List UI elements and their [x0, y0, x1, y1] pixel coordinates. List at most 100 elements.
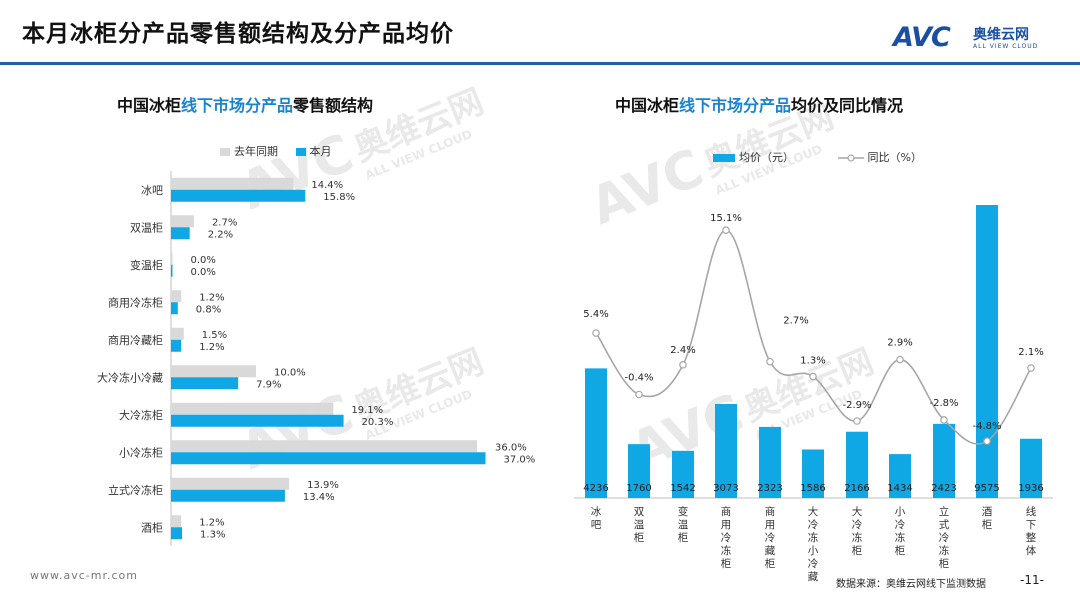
left-bar-last-year — [171, 327, 184, 340]
left-data-label-this-month: 37.0% — [504, 454, 536, 465]
right-bar-avg-price — [846, 431, 868, 498]
right-yoy-point — [679, 361, 687, 369]
right-category-label: 冷 — [721, 531, 732, 544]
left-data-label-this-month: 1.3% — [200, 529, 225, 540]
left-category-label: 酒柜 — [141, 521, 163, 534]
brand-name: 奥维云网 — [973, 27, 1029, 43]
right-category-label: 冻 — [808, 531, 819, 544]
left-category-label: 大冷冻柜 — [119, 408, 163, 422]
right-category-label: 柜 — [721, 557, 732, 570]
right-category-label: 商 — [721, 505, 732, 518]
right-category-label: 用 — [721, 519, 732, 531]
right-yoy-label: -2.8% — [929, 398, 958, 409]
right-category-label: 冷 — [765, 531, 776, 544]
left-bar-last-year — [171, 402, 334, 415]
left-data-label-this-month: 13.4% — [303, 492, 335, 503]
right-category-label: 式 — [939, 518, 950, 531]
left-bar-this-month — [171, 377, 239, 390]
right-bar-avg-price — [976, 205, 998, 498]
left-data-label-last-year: 13.9% — [307, 480, 339, 491]
right-bar-value-label: 1586 — [800, 483, 825, 494]
brand-logo: AVC 奥维云网 ALL VIEW CLOUD — [893, 22, 1053, 56]
right-category-label: 冻 — [852, 531, 863, 544]
right-bar-avg-price — [759, 426, 781, 498]
left-data-label-this-month: 0.8% — [196, 304, 221, 315]
right-category-label: 整 — [1026, 531, 1037, 544]
right-bar-avg-price — [628, 444, 650, 498]
left-bar-last-year — [171, 215, 194, 228]
right-category-label: 冷 — [895, 518, 906, 531]
left-category-label: 商用冷冻柜 — [108, 295, 163, 309]
right-category-label: 柜 — [678, 531, 689, 544]
right-yoy-label: 2.7% — [783, 316, 808, 327]
right-category-label: 商 — [765, 505, 776, 518]
right-category-label: 柜 — [895, 544, 906, 557]
right-category-label: 酒 — [982, 505, 993, 518]
right-yoy-point — [896, 355, 904, 364]
right-yoy-label: 2.4% — [670, 345, 695, 356]
right-bar-value-label: 9575 — [974, 483, 999, 494]
left-legend: 去年同期 本月 — [220, 143, 332, 159]
right-category-label: 冻 — [895, 531, 906, 544]
left-data-label-this-month: 2.2% — [208, 229, 233, 240]
left-category-label: 立式冷冻柜 — [108, 483, 163, 497]
left-data-label-last-year: 19.1% — [351, 405, 383, 416]
right-yoy-point — [940, 416, 948, 424]
right-yoy-point — [635, 390, 643, 399]
left-bar-last-year — [171, 440, 477, 453]
right-bar-avg-price — [802, 449, 824, 498]
right-bar-avg-price — [1020, 438, 1042, 498]
right-bar-value-label: 2323 — [757, 483, 782, 494]
brand-subtitle: ALL VIEW CLOUD — [973, 43, 1039, 50]
right-category-label: 下 — [1026, 519, 1037, 531]
left-bar-this-month — [171, 302, 178, 315]
right-category-label: 柜 — [765, 557, 776, 570]
right-bar-value-label: 1936 — [1018, 483, 1043, 494]
right-bar-avg-price — [933, 423, 955, 498]
right-bar-value-label: 2166 — [844, 483, 869, 494]
left-category-label: 大冷冻小冷藏 — [97, 370, 163, 384]
right-category-label: 冷 — [808, 557, 819, 570]
right-category-label: 小 — [895, 506, 906, 518]
right-yoy-point — [983, 437, 991, 445]
left-data-label-last-year: 36.0% — [495, 442, 527, 453]
right-chart-title: 中国冰柜线下市场分产品均价及同比情况 — [615, 96, 904, 115]
right-category-label: 冻 — [939, 544, 950, 557]
right-yoy-point — [809, 372, 817, 381]
right-bar-avg-price — [715, 403, 737, 498]
left-bar-this-month — [171, 264, 173, 277]
left-data-label-this-month: 0.0% — [191, 267, 216, 278]
legend-swatch-avg-price — [713, 154, 735, 162]
left-bar-this-month — [171, 414, 344, 427]
left-bar-last-year — [171, 252, 173, 265]
header-divider — [0, 62, 1080, 65]
right-category-label: 冷 — [852, 518, 863, 531]
legend-swatch-last-year — [220, 148, 230, 156]
right-yoy-point — [766, 357, 774, 366]
right-yoy-point — [722, 226, 730, 235]
left-bar-last-year — [171, 477, 290, 490]
left-data-label-this-month: 15.8% — [323, 192, 355, 203]
left-bar-this-month — [171, 189, 306, 202]
right-category-label: 大 — [808, 505, 819, 518]
right-category-label: 冷 — [939, 531, 950, 544]
right-bar-value-label: 1542 — [670, 483, 695, 494]
right-category-label: 藏 — [808, 571, 819, 583]
right-bar-value-label: 3073 — [713, 483, 738, 494]
left-bar-this-month — [171, 452, 486, 465]
left-category-label: 小冷冻柜 — [119, 445, 163, 459]
left-data-label-last-year: 1.2% — [199, 292, 224, 303]
left-data-label-this-month: 1.2% — [199, 342, 224, 353]
left-category-label: 变温柜 — [130, 258, 163, 272]
page-title: 本月冰柜分产品零售额结构及分产品均价 — [22, 21, 454, 47]
right-yoy-label: -2.9% — [842, 400, 871, 411]
right-category-label: 用 — [765, 519, 776, 531]
right-bar-value-label: 1760 — [626, 483, 651, 494]
right-bar-avg-price — [585, 368, 607, 498]
left-data-label-last-year: 2.7% — [212, 217, 237, 228]
right-category-label: 冷 — [808, 518, 819, 531]
right-yoy-label: -0.4% — [624, 373, 653, 384]
right-category-label: 大 — [852, 505, 863, 518]
right-yoy-point — [592, 329, 600, 337]
